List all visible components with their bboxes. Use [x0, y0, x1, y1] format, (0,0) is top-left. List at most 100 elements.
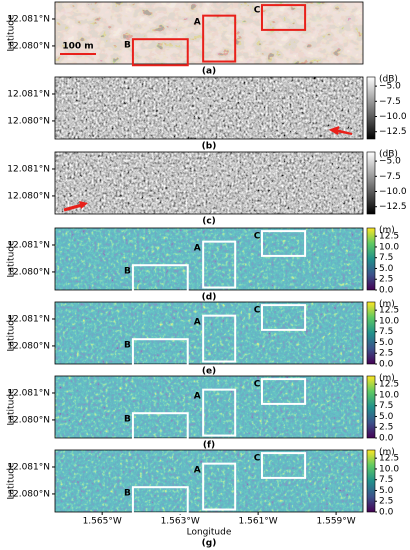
y-tick-label: 12.081°N [7, 14, 50, 24]
x-tick-label: 1.561°W [239, 517, 278, 527]
image-raster [55, 450, 363, 512]
panel-label: (g) [202, 539, 217, 549]
colorbar-tick-label: 2.5 [379, 275, 393, 285]
panel-label: (b) [202, 142, 217, 152]
region-box [131, 412, 189, 441]
region-box [202, 388, 237, 437]
panel-label: (d) [202, 293, 217, 303]
colorbar-tick-label: −10.0 [379, 187, 407, 197]
image-raster [55, 77, 363, 139]
image-raster [55, 2, 363, 64]
colorbar-tick-label: 7.5 [379, 475, 393, 485]
colorbar [366, 449, 376, 513]
y-tick-label: 12.080°N [7, 267, 50, 277]
colorbar-tick-label: 2.5 [379, 349, 393, 359]
colorbar [366, 375, 376, 439]
colorbar-tick-label: 12.5 [379, 380, 399, 390]
image-raster [55, 228, 363, 290]
colorbar-tick-label: 7.5 [379, 401, 393, 411]
colorbar-tick-label: 7.5 [379, 327, 393, 337]
axes-frame [54, 151, 364, 215]
colorbar-tick-label: 10.0 [379, 390, 399, 400]
region-label: A [194, 17, 201, 27]
x-tick-label: 1.559°W [317, 517, 356, 527]
panel-label: (a) [202, 67, 216, 77]
region-box [202, 462, 237, 511]
colorbar-tick-label: 12.5 [379, 454, 399, 464]
arrow [63, 203, 83, 212]
colorbar-tick-label: 0.0 [379, 434, 394, 444]
y-tick-label: 12.081°N [7, 89, 50, 99]
x-tick-label: 1.563°W [161, 517, 200, 527]
x-tick-label: 1.565°W [83, 517, 122, 527]
colorbar [366, 151, 376, 215]
region-label: A [194, 465, 201, 475]
region-box [260, 378, 307, 405]
region-label: B [124, 414, 131, 424]
region-label: B [124, 266, 131, 276]
region-box [131, 38, 189, 67]
y-tick-label: 12.080°N [7, 341, 50, 351]
region-label: A [194, 243, 201, 253]
region-label: C [254, 380, 261, 390]
panel-label: (f) [203, 441, 215, 451]
y-axis-label: Latitude [7, 388, 17, 426]
y-axis-label: Latitude [7, 240, 17, 278]
axes-frame [54, 76, 364, 140]
arrow [328, 126, 353, 135]
region-label: A [194, 391, 201, 401]
region-box [131, 486, 189, 515]
region-box [131, 264, 189, 293]
y-tick-label: 12.081°N [7, 240, 50, 250]
region-box [260, 230, 307, 257]
y-tick-label: 12.080°N [7, 415, 50, 425]
colorbar-tick-label: −7.5 [379, 172, 401, 182]
colorbar [366, 301, 376, 365]
x-axis-label: Longitude [187, 528, 232, 538]
colorbar-unit: (dB) [379, 75, 398, 85]
y-tick-label: 12.081°N [7, 314, 50, 324]
colorbar-tick-label: 10.0 [379, 464, 399, 474]
colorbar-unit: (dB) [379, 150, 398, 160]
region-label: C [254, 306, 261, 316]
colorbar-tick-label: 5.0 [379, 264, 394, 274]
arrow-head [79, 201, 88, 209]
colorbar-tick-label: −12.5 [379, 127, 407, 137]
colorbar-tick-label: 2.5 [379, 423, 393, 433]
axes-frame [54, 227, 364, 291]
colorbar-unit: (m) [379, 448, 395, 458]
colorbar-tick-label: 10.0 [379, 242, 399, 252]
colorbar [366, 76, 376, 140]
panel-label: (c) [202, 217, 216, 227]
region-label: A [194, 317, 201, 327]
axes-frame [54, 375, 364, 439]
scale-bar-label: 100 m [62, 42, 93, 52]
y-tick-label: 12.081°N [7, 462, 50, 472]
colorbar-tick-label: −12.5 [379, 202, 407, 212]
colorbar-tick-label: 0.0 [379, 286, 394, 296]
colorbar-tick-label: 5.0 [379, 486, 394, 496]
y-axis-label: Latitude [7, 14, 17, 52]
colorbar-tick-label: 12.5 [379, 306, 399, 316]
colorbar-unit: (m) [379, 374, 395, 384]
axes-frame [54, 1, 364, 65]
colorbar-tick-label: 12.5 [379, 232, 399, 242]
colorbar-tick-label: 7.5 [379, 253, 393, 263]
y-tick-label: 12.081°N [7, 164, 50, 174]
axes-frame [54, 449, 364, 513]
colorbar-tick-label: 0.0 [379, 508, 394, 518]
panel-label: (e) [202, 367, 216, 377]
region-label: C [254, 6, 261, 16]
region-box [202, 240, 237, 289]
y-tick-label: 12.080°N [7, 116, 50, 126]
region-label: B [124, 40, 131, 50]
colorbar [366, 227, 376, 291]
colorbar-tick-label: 2.5 [379, 497, 393, 507]
image-raster [55, 302, 363, 364]
y-axis-label: Latitude [7, 462, 17, 500]
region-box [202, 14, 237, 63]
region-box [131, 338, 189, 367]
y-tick-label: 12.080°N [7, 191, 50, 201]
region-box [202, 314, 237, 363]
